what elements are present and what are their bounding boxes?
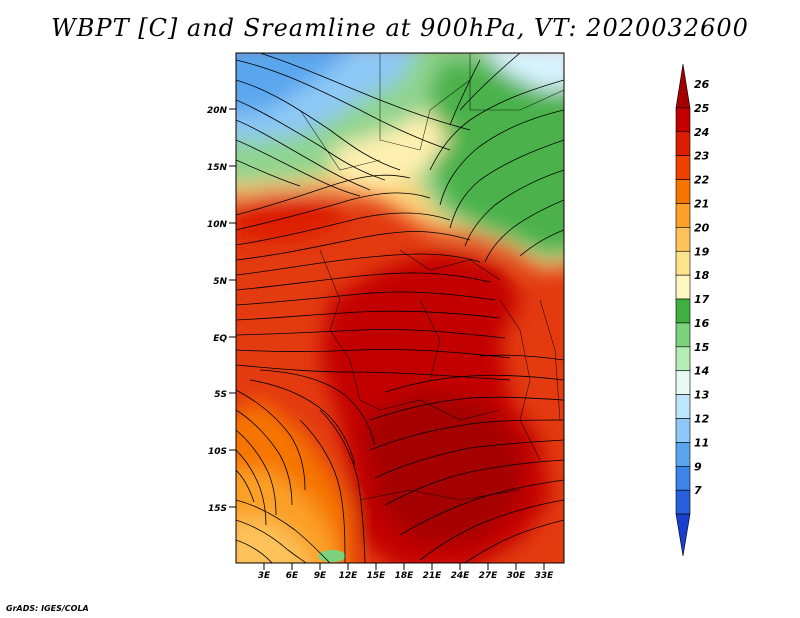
lon-label: 9E bbox=[314, 571, 327, 581]
colorbar-swatch bbox=[675, 274, 691, 300]
lat-label: 5N bbox=[213, 277, 227, 287]
lon-label: 15E bbox=[367, 571, 387, 581]
colorbar-label: 17 bbox=[694, 293, 710, 306]
lat-label: 5S bbox=[214, 390, 227, 400]
streamlines bbox=[236, 53, 564, 563]
colorbar-label: 25 bbox=[694, 102, 710, 115]
colorbar-swatch bbox=[675, 63, 691, 109]
lat-label: 10S bbox=[208, 447, 227, 457]
colorbar-swatch bbox=[675, 155, 691, 180]
colorbar-label: 23 bbox=[694, 150, 710, 163]
lat-label: 15N bbox=[207, 163, 228, 173]
colorbar-label: 9 bbox=[694, 460, 702, 473]
colorbar-swatch bbox=[675, 442, 691, 467]
map-frame bbox=[235, 52, 565, 564]
colorbar-label: 16 bbox=[694, 317, 710, 330]
colorbar-swatch bbox=[675, 131, 691, 156]
colorbar-swatch bbox=[675, 107, 691, 133]
colorbar-swatch bbox=[675, 346, 691, 372]
wbpt-shading bbox=[236, 53, 564, 563]
colorbar-label: 13 bbox=[694, 389, 710, 402]
colorbar-label: 11 bbox=[694, 436, 709, 449]
colorbar-label: 26 bbox=[694, 78, 710, 91]
lon-label: 27E bbox=[479, 571, 499, 581]
colorbar-label: 18 bbox=[694, 269, 710, 282]
colorbar-label: 14 bbox=[694, 365, 709, 378]
colorbar-swatch bbox=[675, 418, 691, 443]
lon-label: 18E bbox=[395, 571, 415, 581]
lat-label: 10N bbox=[207, 220, 228, 230]
lat-label: 15S bbox=[208, 504, 227, 514]
colorbar-swatch bbox=[675, 203, 691, 228]
lat-label: EQ bbox=[213, 334, 227, 344]
colorbar-swatch bbox=[675, 370, 691, 395]
colorbar-label: 19 bbox=[694, 245, 710, 258]
colorbar-swatch bbox=[675, 322, 691, 348]
colorbar-label: 21 bbox=[694, 197, 709, 210]
lon-label: 21E bbox=[423, 571, 443, 581]
longitude-axis: 3E 6E 9E 12E 15E 18E 21E 24E 27E 30E 33E bbox=[258, 563, 554, 581]
colorbar-label: 7 bbox=[694, 484, 702, 497]
colorbar-swatch bbox=[675, 227, 691, 252]
lon-label: 30E bbox=[507, 571, 527, 581]
lat-label: 20N bbox=[207, 106, 228, 116]
map-title: WBPT [C] and Sreamline at 900hPa, VT: 20… bbox=[51, 14, 749, 42]
lon-label: 3E bbox=[258, 571, 271, 581]
lon-label: 6E bbox=[286, 571, 299, 581]
lon-label: 12E bbox=[339, 571, 359, 581]
country-borders bbox=[299, 53, 564, 501]
colorbar-label: 12 bbox=[694, 413, 710, 426]
latitude-axis: 20N 15N 10N 5N EQ 5S 10S 15S bbox=[207, 106, 236, 514]
colorbar: 26 25 24 23 22 21 20 19 18 17 16 15 14 13 12 11 9 7 bbox=[675, 63, 710, 557]
colorbar-label: 24 bbox=[694, 126, 709, 139]
colorbar-swatch bbox=[675, 466, 691, 491]
grads-credit: GrADS: IGES/COLA bbox=[6, 604, 89, 613]
lon-label: 33E bbox=[535, 571, 555, 581]
colorbar-swatch bbox=[675, 489, 691, 515]
colorbar-label: 20 bbox=[694, 221, 710, 234]
colorbar-label: 15 bbox=[694, 341, 710, 354]
colorbar-swatch bbox=[675, 179, 691, 204]
colorbar-swatch bbox=[675, 394, 691, 419]
colorbar-swatch bbox=[675, 250, 691, 276]
lon-label: 24E bbox=[451, 571, 471, 581]
colorbar-swatch bbox=[675, 298, 691, 324]
colorbar-swatch bbox=[675, 513, 691, 557]
colorbar-label: 22 bbox=[694, 174, 710, 187]
